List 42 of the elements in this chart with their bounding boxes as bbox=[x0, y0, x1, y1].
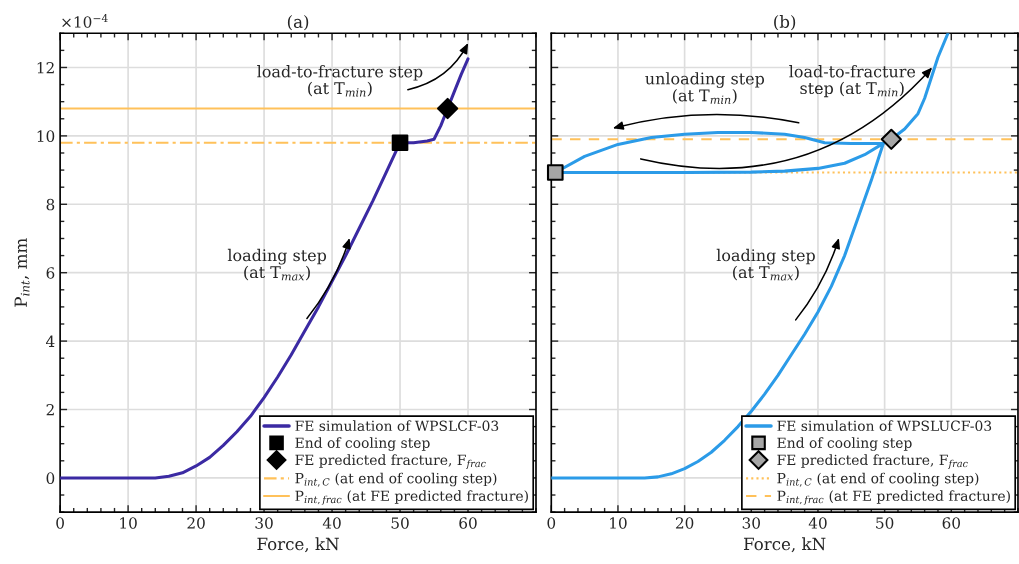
legend-label: FE predicted fracture, F$_{frac}$ bbox=[777, 454, 968, 470]
x-tick-label: 50 bbox=[391, 517, 409, 529]
x-tick-label: 60 bbox=[942, 517, 961, 529]
x-tick-label: 60 bbox=[459, 517, 477, 529]
y-tick-label: 0 bbox=[46, 472, 55, 484]
x-tick-label: 50 bbox=[876, 517, 894, 529]
x-tick-label: 0 bbox=[56, 517, 64, 529]
x-axis-title: Force, kN bbox=[743, 537, 826, 553]
annotation: loading step (at T$_{max}$) bbox=[227, 248, 327, 281]
y-axis-title: P$_{int}$, mm bbox=[14, 238, 30, 307]
chart-title: (b) bbox=[774, 15, 796, 31]
legend-label: P$_{int,C}$ (at end of cooling step) bbox=[777, 472, 979, 487]
legend-label: End of cooling step bbox=[295, 437, 430, 451]
legend-label: FE predicted fracture, F$_{frac}$ bbox=[295, 454, 486, 470]
legend-label: P$_{int,C}$ (at end of cooling step) bbox=[295, 472, 497, 487]
y-tick-label: 2 bbox=[46, 403, 54, 416]
legend-label: FE simulation of WPSLCF-03 bbox=[295, 420, 499, 432]
legend-label: FE simulation of WPSLUCF-03 bbox=[777, 420, 992, 432]
x-axis-title: Force, kN bbox=[257, 537, 339, 553]
x-tick-label: 0 bbox=[547, 517, 556, 529]
text: ×10$^{−4}$ bbox=[62, 14, 108, 28]
annotation: load-to-fracture step (at T$_{min}$) bbox=[789, 65, 916, 98]
annotation: unloading step (at T$_{min}$) bbox=[645, 72, 765, 104]
x-tick-label: 10 bbox=[610, 517, 627, 529]
x-tick-label: 40 bbox=[322, 517, 341, 529]
y-tick-label: 4 bbox=[46, 335, 55, 347]
y-tick-label: 12 bbox=[37, 61, 54, 74]
chart-title: (a) bbox=[287, 15, 309, 31]
x-tick-label: 30 bbox=[255, 517, 273, 529]
x-tick-label: 20 bbox=[187, 517, 205, 529]
x-tick-label: 10 bbox=[120, 517, 137, 529]
y-tick-label: 10 bbox=[37, 130, 55, 142]
y-tick-label: 6 bbox=[46, 267, 55, 279]
x-tick-label: 40 bbox=[808, 517, 827, 529]
legend-label: End of cooling step bbox=[777, 437, 912, 451]
x-tick-label: 20 bbox=[675, 517, 694, 529]
x-tick-label: 30 bbox=[742, 517, 760, 529]
legend-label: P$_{int,frac}$ (at FE predicted fracture) bbox=[295, 490, 528, 506]
legend-label: P$_{int,frac}$ (at FE predicted fracture) bbox=[777, 490, 1010, 506]
annotation: load-to-fracture step (at T$_{min}$) bbox=[257, 65, 423, 97]
annotation: loading step (at T$_{max}$) bbox=[716, 248, 815, 281]
y-tick-label: 8 bbox=[46, 198, 55, 211]
